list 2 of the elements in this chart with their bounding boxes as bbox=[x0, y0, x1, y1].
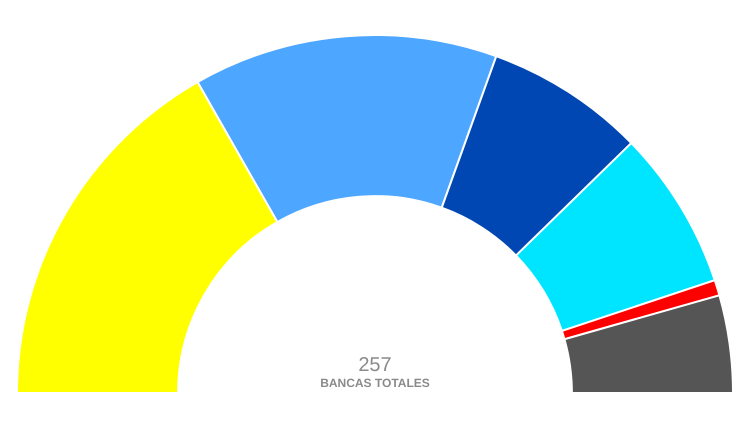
text: 257 bbox=[358, 354, 392, 376]
text: BANCAS TOTALES bbox=[320, 376, 430, 390]
